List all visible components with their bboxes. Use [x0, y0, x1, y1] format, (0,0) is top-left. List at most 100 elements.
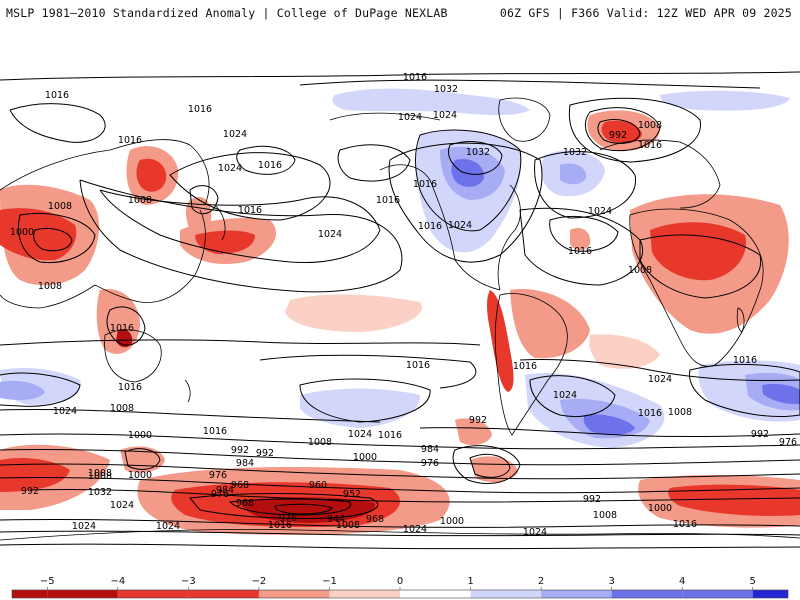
isobar-label: 1024 [588, 206, 612, 217]
isobar-1016-atlantic [519, 207, 644, 286]
isobar-label: 1008 [593, 510, 617, 521]
isobar-1016-south-atl [519, 358, 800, 382]
isobar-label: 1016 [110, 323, 134, 334]
isobar-label: 992 [231, 445, 249, 456]
colorbar-bin [682, 590, 753, 598]
isobar-label: 1008 [38, 281, 62, 292]
isobar-label: 1016 [413, 179, 437, 190]
colorbar-ticks: −5 −4 −3 −2 −1 0 1 2 3 4 5 [40, 576, 756, 590]
isobar-944-pacific [274, 503, 333, 515]
isobar-label: 1016 [513, 361, 537, 372]
isobar-label: 1024 [448, 220, 472, 231]
isobar-1016-europe [568, 97, 701, 163]
isobar-label: 992 [21, 486, 39, 497]
isobar-1024-south-ind-west [0, 372, 81, 407]
isobar-label: 1016 [238, 205, 262, 216]
isobar-label: 992 [609, 130, 627, 141]
colorbar-tick-label: 2 [538, 576, 544, 587]
isobar-label: 1000 [648, 503, 672, 514]
isobar-1008-south-near-ant [0, 518, 800, 528]
isobar-label: 1016 [568, 246, 592, 257]
anomaly-south-america-west [487, 290, 514, 392]
anomaly-antarctic-pacific-max [240, 497, 376, 523]
isobar-1008-norway [584, 107, 661, 152]
coast-north-america [329, 112, 521, 291]
coast-south-america [494, 293, 568, 436]
isobar-label: 1016 [418, 221, 442, 232]
coast-australia [104, 329, 162, 383]
isobar-label: 1024 [523, 527, 547, 538]
isobar-label: 952 [343, 489, 361, 500]
isobar-968-south [29, 488, 800, 503]
isobar-label: 976 [211, 489, 229, 500]
isobar-label: 1024 [156, 521, 180, 532]
model-run-info: 06Z GFS | F366 Valid: 12Z WED APR 09 202… [499, 6, 792, 20]
coast-new-zealand [184, 379, 191, 403]
isobar-1024-atlantic [534, 151, 637, 219]
isobar-label: 944 [327, 514, 345, 525]
anomaly-antarctic-east-core [668, 484, 800, 516]
isobar-label: 1000 [440, 516, 464, 527]
isobar-label: 1024 [53, 406, 77, 417]
anomaly-antarctic-west-core [0, 458, 70, 492]
colorbar-bin [47, 590, 118, 598]
isobar-label: 1016 [378, 430, 402, 441]
anomaly-sub-antarctic-2 [470, 456, 518, 483]
isobar-label: 1024 [72, 521, 96, 532]
isobar-1024-azores [549, 215, 619, 252]
isobar-label: 1008 [88, 468, 112, 479]
isobar-960-pacific [189, 493, 379, 520]
isobar-label: 1016 [733, 355, 757, 366]
isobar-label: 976 [421, 458, 439, 469]
isobar-label: 968 [366, 514, 384, 525]
isobar-label: 1024 [223, 129, 247, 140]
isobar-1016-subtrop-north [79, 179, 403, 293]
anomaly-map: 1016 1016 1024 1032 1024 1016 1032 1016 1008 992 1… [0, 71, 800, 550]
anomaly-atlantic-north [570, 227, 591, 250]
isobar-label: 992 [256, 448, 274, 459]
colorbar-bin [541, 590, 612, 598]
isobars [0, 71, 800, 550]
isobar-1000-low-east [452, 445, 521, 484]
isobar-label: 1024 [553, 390, 577, 401]
anomaly-greenland-sea-core [560, 163, 587, 185]
anomaly-atlantic-tropical [285, 294, 422, 332]
anomaly-arctic-canada [332, 88, 530, 116]
isobar-label: 1016 [406, 360, 430, 371]
isobar-label: 1024 [648, 374, 672, 385]
colorbar-tick-label: 4 [679, 576, 685, 587]
isobar-label: 960 [309, 480, 327, 491]
colorbar-tick-label: 5 [750, 576, 756, 587]
isobar-label: 1008 [128, 195, 152, 206]
isobar-label: 1032 [88, 487, 112, 498]
isobar-label: 968 [236, 498, 254, 509]
isobar-1016-arctic [0, 71, 800, 81]
isobar-label: 984 [216, 485, 234, 496]
isobar-1016-siberia [9, 103, 106, 143]
isobar-1016-canada [388, 142, 543, 263]
isobar-992-low-west [124, 448, 161, 470]
isobar-label: 984 [236, 458, 254, 469]
anomaly-indonesia-core [116, 328, 133, 348]
isobar-label: 1016 [638, 408, 662, 419]
anomaly-arctic-east [660, 90, 790, 111]
colorbar-bin [611, 590, 683, 598]
isobar-label: 1016 [376, 195, 400, 206]
coast-madagascar [736, 307, 745, 333]
isobar-label: 1016 [118, 135, 142, 146]
isobar-label: 1032 [466, 147, 490, 158]
isobar-label: 1024 [398, 112, 422, 123]
isobar-label: 1008 [336, 520, 360, 531]
anomaly-south-indian-west-core [0, 380, 45, 400]
isobar-label: 1016 [118, 382, 142, 393]
isobar-1016-south-near-ant [0, 530, 800, 537]
isobar-992-norway [597, 119, 641, 144]
isobar-label: 1016 [258, 160, 282, 171]
isobar-992-south [0, 448, 800, 466]
isobar-label: 1016 [203, 426, 227, 437]
isobar-label: 992 [469, 415, 487, 426]
isobar-1008-south-east [419, 427, 800, 438]
isobar-label: 1008 [668, 407, 692, 418]
isobar-label: 1008 [88, 471, 112, 482]
